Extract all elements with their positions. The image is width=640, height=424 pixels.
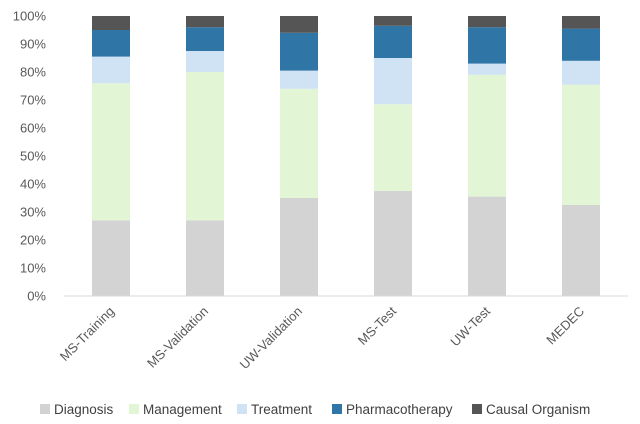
x-tick-label: UW-Validation: [237, 304, 306, 373]
bar-segment-diagnosis: [374, 191, 412, 296]
bar-segment-treatment: [186, 51, 224, 72]
x-tick-label: MS-Test: [355, 303, 400, 348]
legend-item: Causal Organism: [472, 402, 590, 417]
bars: [92, 16, 600, 296]
bar-segment-treatment: [92, 56, 130, 84]
y-tick-label: 40%: [20, 177, 46, 192]
bar-segment-causal-organism: [468, 16, 506, 28]
bar-group: [186, 16, 224, 296]
y-tick-label: 100%: [13, 9, 47, 24]
bar-segment-pharmacotherapy: [186, 27, 224, 51]
y-tick-label: 30%: [20, 205, 46, 220]
y-axis: 0% 10% 20% 30% 40% 50% 60% 70% 80% 90% 100%: [13, 9, 47, 304]
y-tick-label: 70%: [20, 93, 46, 108]
bar-segment-treatment: [468, 63, 506, 75]
bar-segment-causal-organism: [280, 16, 318, 33]
legend-swatch: [129, 404, 139, 414]
legend: Diagnosis Management Treatment Pharmacother…: [40, 402, 590, 417]
bar-segment-diagnosis: [468, 196, 506, 296]
legend-swatch: [472, 404, 482, 414]
legend-swatch: [332, 404, 342, 414]
bar-segment-diagnosis: [280, 198, 318, 296]
y-tick-label: 60%: [20, 121, 46, 136]
legend-swatch: [237, 404, 247, 414]
y-tick-label: 50%: [20, 149, 46, 164]
x-axis-labels: MS-Training MS-Validation UW-Validation MS-…: [57, 303, 587, 372]
bar-segment-causal-organism: [374, 16, 412, 26]
bar-segment-pharmacotherapy: [468, 27, 506, 64]
y-tick-label: 10%: [20, 261, 46, 276]
bar-segment-diagnosis: [92, 220, 130, 296]
bar-segment-management: [92, 83, 130, 221]
x-tick-label: MS-Validation: [144, 304, 211, 371]
bar-segment-pharmacotherapy: [374, 25, 412, 58]
x-tick-label: UW-Test: [447, 303, 493, 349]
bar-segment-causal-organism: [562, 16, 600, 29]
legend-item: Pharmacotherapy: [332, 402, 453, 417]
bar-segment-diagnosis: [186, 220, 224, 296]
bar-segment-management: [562, 84, 600, 205]
bar-segment-pharmacotherapy: [280, 32, 318, 71]
y-tick-label: 80%: [20, 65, 46, 80]
bar-segment-treatment: [280, 70, 318, 89]
bar-group: [280, 16, 318, 296]
legend-item: Diagnosis: [40, 402, 114, 417]
legend-label: Pharmacotherapy: [346, 402, 453, 417]
legend-label: Treatment: [251, 402, 312, 417]
x-tick-label: MS-Training: [57, 304, 117, 364]
bar-segment-pharmacotherapy: [562, 28, 600, 61]
legend-label: Diagnosis: [54, 402, 114, 417]
legend-swatch: [40, 404, 50, 414]
bar-segment-pharmacotherapy: [92, 30, 130, 57]
bar-segment-management: [280, 88, 318, 198]
bar-group: [562, 16, 600, 296]
legend-label: Causal Organism: [486, 402, 590, 417]
legend-item: Management: [129, 402, 222, 417]
y-tick-label: 0%: [27, 289, 46, 304]
bar-segment-management: [374, 104, 412, 191]
bar-group: [92, 16, 130, 296]
bar-segment-management: [186, 72, 224, 221]
x-tick-label: MEDEC: [543, 304, 587, 348]
bar-segment-treatment: [562, 60, 600, 85]
bar-segment-causal-organism: [92, 16, 130, 30]
bar-segment-management: [468, 74, 506, 197]
bar-segment-diagnosis: [562, 205, 600, 296]
bar-segment-treatment: [374, 58, 412, 105]
bar-segment-causal-organism: [186, 16, 224, 28]
y-tick-label: 90%: [20, 37, 46, 52]
y-tick-label: 20%: [20, 233, 46, 248]
bar-group: [374, 16, 412, 296]
bar-group: [468, 16, 506, 296]
legend-label: Management: [143, 402, 222, 417]
legend-item: Treatment: [237, 402, 312, 417]
